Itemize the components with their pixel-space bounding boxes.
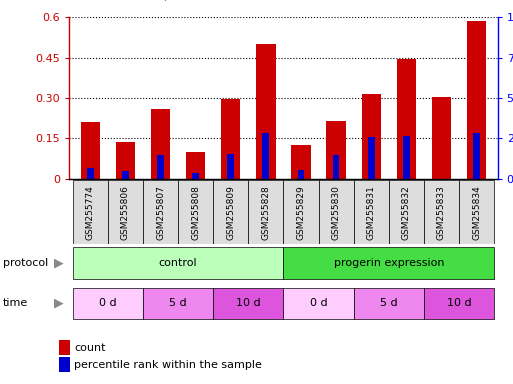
Bar — [116, 142, 135, 179]
Bar — [213, 288, 284, 319]
Text: 10 d: 10 d — [236, 298, 261, 308]
Bar — [424, 180, 459, 244]
Text: GDS3495 / 482009: GDS3495 / 482009 — [95, 0, 226, 2]
Bar — [283, 288, 353, 319]
Text: GSM255808: GSM255808 — [191, 185, 200, 240]
Text: protocol: protocol — [3, 258, 48, 268]
Bar — [227, 154, 234, 179]
Bar — [368, 137, 374, 179]
Bar — [291, 145, 311, 179]
Text: 5 d: 5 d — [380, 298, 398, 308]
Bar — [263, 132, 269, 179]
Bar — [151, 109, 170, 179]
Bar — [143, 180, 178, 244]
Text: 10 d: 10 d — [447, 298, 471, 308]
Bar — [221, 99, 241, 179]
Text: GSM255831: GSM255831 — [367, 185, 376, 240]
Text: GSM255834: GSM255834 — [472, 185, 481, 240]
Text: ▶: ▶ — [54, 297, 64, 310]
Bar — [362, 94, 381, 179]
Bar — [283, 180, 319, 244]
Text: GSM255806: GSM255806 — [121, 185, 130, 240]
Bar — [122, 171, 129, 179]
Bar — [283, 248, 494, 279]
Bar — [298, 170, 304, 179]
Text: 5 d: 5 d — [169, 298, 187, 308]
Bar — [192, 173, 199, 179]
Bar — [353, 180, 389, 244]
Bar — [473, 132, 480, 179]
Bar — [403, 136, 410, 179]
Text: ▶: ▶ — [54, 257, 64, 270]
Bar — [186, 152, 205, 179]
Bar — [73, 180, 108, 244]
Bar — [87, 168, 94, 179]
Text: GSM255774: GSM255774 — [86, 185, 95, 240]
Bar — [432, 97, 451, 179]
Bar — [397, 59, 416, 179]
Text: GSM255828: GSM255828 — [262, 185, 270, 240]
Bar — [353, 288, 424, 319]
Text: 0 d: 0 d — [310, 298, 327, 308]
Bar — [459, 180, 494, 244]
Text: count: count — [74, 343, 106, 353]
Bar — [73, 248, 283, 279]
Bar — [424, 288, 494, 319]
Bar — [178, 180, 213, 244]
Bar — [248, 180, 283, 244]
Text: progerin expression: progerin expression — [333, 258, 444, 268]
Text: time: time — [3, 298, 28, 308]
Text: GSM255830: GSM255830 — [331, 185, 341, 240]
Bar — [319, 180, 353, 244]
Bar — [256, 44, 275, 179]
Bar — [467, 22, 486, 179]
Bar — [73, 288, 143, 319]
Text: GSM255832: GSM255832 — [402, 185, 411, 240]
Bar — [389, 180, 424, 244]
Text: 0 d: 0 d — [99, 298, 116, 308]
Text: percentile rank within the sample: percentile rank within the sample — [74, 360, 262, 370]
Text: GSM255829: GSM255829 — [297, 185, 305, 240]
Text: control: control — [159, 258, 198, 268]
Text: GSM255809: GSM255809 — [226, 185, 235, 240]
Bar — [81, 122, 100, 179]
Bar — [326, 121, 346, 179]
Bar — [333, 155, 340, 179]
Bar — [213, 180, 248, 244]
Text: GSM255833: GSM255833 — [437, 185, 446, 240]
Bar — [157, 155, 164, 179]
Bar — [143, 288, 213, 319]
Bar — [108, 180, 143, 244]
Text: GSM255807: GSM255807 — [156, 185, 165, 240]
